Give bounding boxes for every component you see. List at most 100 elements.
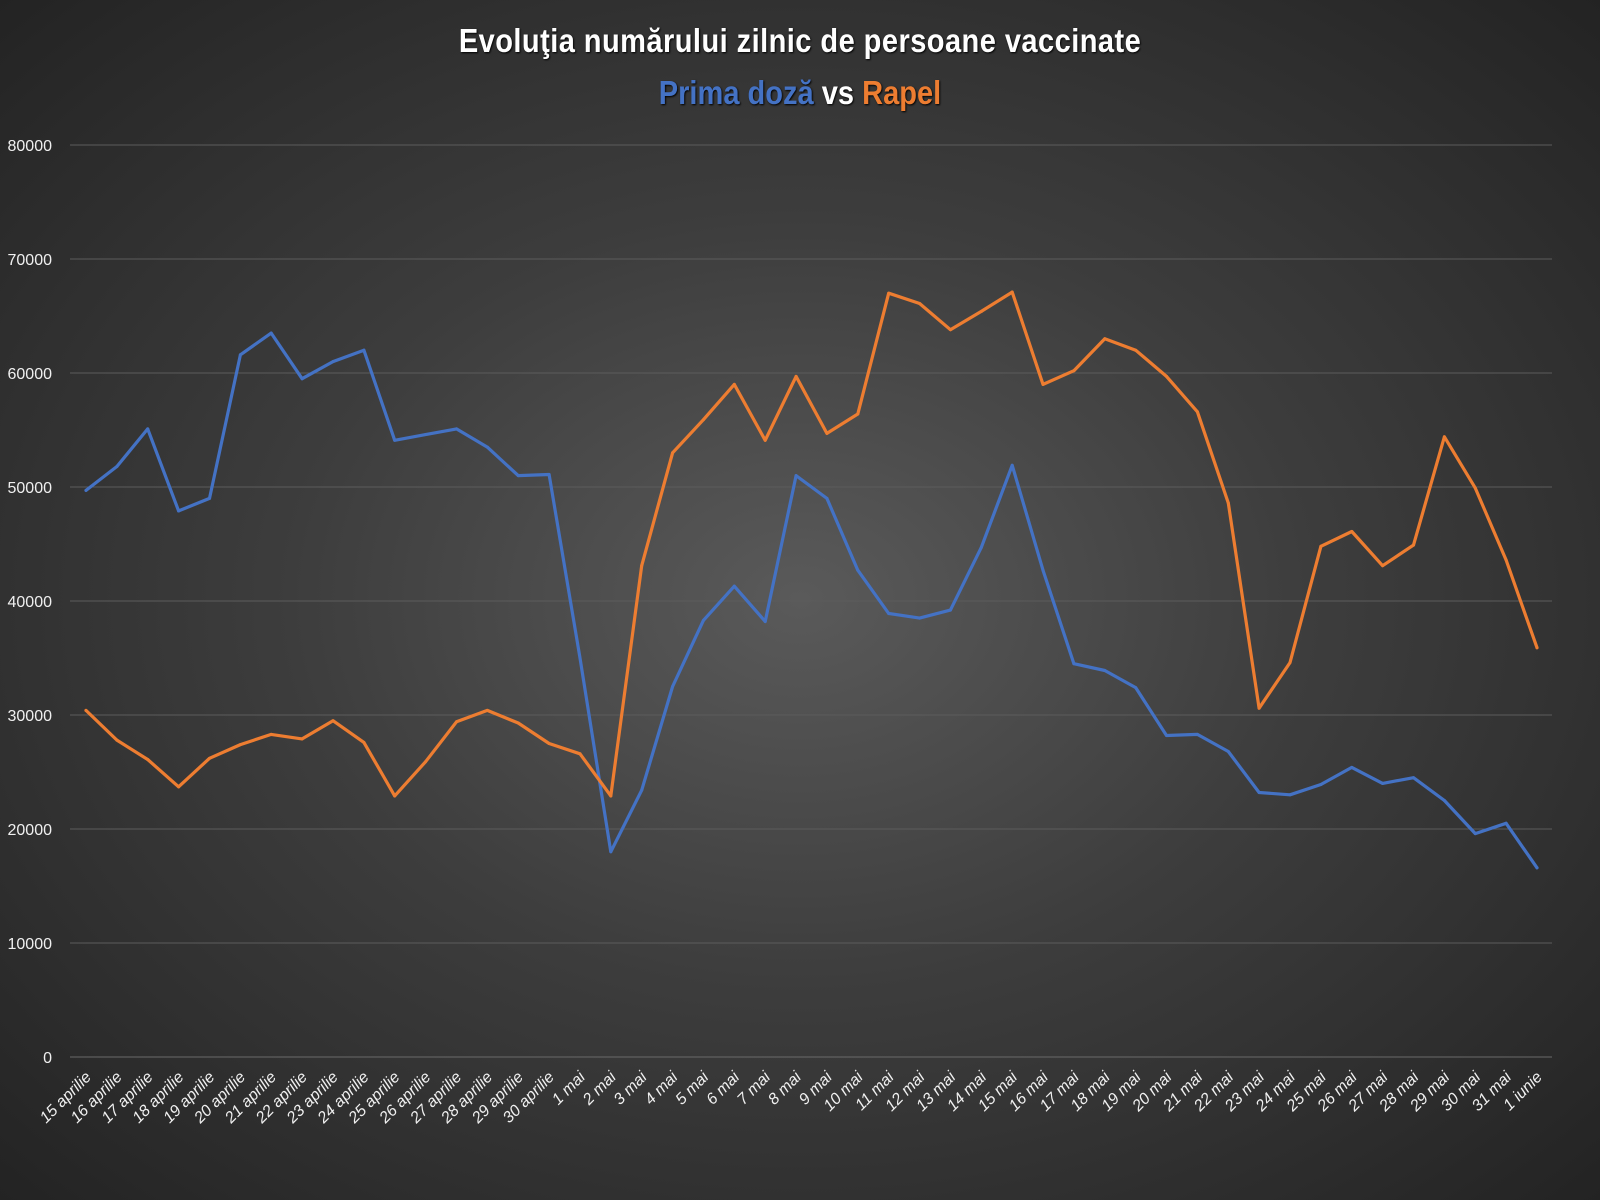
data-point [948, 608, 952, 612]
data-point [516, 474, 520, 478]
data-point [207, 756, 211, 760]
data-point [732, 382, 736, 386]
data-point [578, 656, 582, 660]
data-point [640, 788, 644, 792]
data-point [979, 545, 983, 549]
y-tick-label: 0 [43, 1050, 52, 1067]
data-point [1288, 661, 1292, 665]
data-point [115, 738, 119, 742]
data-point [1134, 348, 1138, 352]
data-point [1195, 732, 1199, 736]
data-point [393, 794, 397, 798]
data-point [1041, 568, 1045, 572]
y-tick-label: 60000 [8, 366, 53, 383]
data-point [300, 377, 304, 381]
subtitle-series-1: Prima doză [658, 74, 814, 111]
x-tick-label: 7 mai [734, 1068, 774, 1108]
data-point [1288, 793, 1292, 797]
data-point [1010, 290, 1014, 294]
data-point [238, 743, 242, 747]
data-point [1226, 749, 1230, 753]
data-point [269, 732, 273, 736]
data-point [1535, 866, 1539, 870]
data-point [146, 757, 150, 761]
data-point [1319, 783, 1323, 787]
data-point [671, 451, 675, 455]
y-tick-label: 10000 [8, 936, 53, 953]
data-point [1381, 564, 1385, 568]
data-point [701, 418, 705, 422]
data-point [825, 496, 829, 500]
y-tick-label: 30000 [8, 708, 53, 725]
data-point [362, 348, 366, 352]
x-tick-label: 6 mai [703, 1068, 743, 1108]
data-point [1412, 543, 1416, 547]
data-point [609, 794, 613, 798]
data-point [1165, 374, 1169, 378]
subtitle-vs: vs [813, 74, 863, 111]
data-point [300, 737, 304, 741]
data-point [671, 685, 675, 688]
data-point [1257, 706, 1261, 710]
data-point [1072, 662, 1076, 666]
y-tick-label: 20000 [8, 822, 53, 839]
y-tick-label: 80000 [8, 138, 53, 155]
data-point [732, 584, 736, 588]
data-point [640, 564, 644, 568]
y-tick-label: 70000 [8, 252, 53, 269]
subtitle-series-2: Rapel [862, 74, 942, 111]
data-point [794, 474, 798, 478]
data-point [393, 438, 397, 442]
data-point [856, 568, 860, 572]
data-point [1473, 832, 1477, 836]
data-point [1504, 558, 1508, 562]
data-point [485, 708, 489, 712]
data-point [1010, 463, 1014, 467]
x-tick-label: 5 mai [673, 1068, 713, 1108]
data-point [454, 427, 458, 431]
x-tick-label: 2 mai [579, 1068, 620, 1109]
y-tick-label: 40000 [8, 594, 53, 611]
data-point [1103, 337, 1107, 341]
x-tick-label: 1 mai [549, 1068, 589, 1108]
data-point [887, 291, 891, 295]
data-point [609, 850, 613, 854]
chart-subtitle: Prima doză vs Rapel [96, 74, 1504, 112]
data-point [1535, 646, 1539, 650]
data-point [1103, 669, 1107, 673]
data-point [1412, 776, 1416, 780]
data-point [547, 742, 551, 745]
data-point [1350, 529, 1354, 533]
data-point [763, 438, 767, 442]
data-point [1195, 410, 1199, 414]
data-point [1473, 486, 1477, 490]
data-point [701, 618, 705, 622]
data-point [84, 488, 88, 492]
data-point [918, 616, 922, 620]
data-point [763, 620, 767, 624]
data-point [207, 496, 211, 500]
chart-title: Evoluţia numărului zilnic de persoane va… [458, 22, 1142, 59]
data-point [424, 760, 428, 764]
data-point [424, 433, 428, 437]
data-point [1072, 369, 1076, 373]
data-point [825, 431, 829, 435]
x-tick-label: 3 mai [611, 1068, 651, 1108]
series-line-2 [84, 290, 1539, 798]
data-point [1442, 435, 1446, 439]
data-point [887, 612, 891, 616]
data-point [238, 353, 242, 357]
data-point [331, 360, 335, 364]
data-point [84, 708, 88, 712]
y-tick-label: 50000 [8, 480, 53, 497]
x-tick-label: 4 mai [642, 1068, 682, 1108]
data-point [1442, 799, 1446, 802]
data-point [1257, 791, 1261, 795]
data-point [547, 472, 551, 476]
data-point [516, 721, 520, 725]
data-point [115, 464, 119, 468]
data-point [146, 427, 150, 431]
data-point [177, 509, 181, 513]
data-point [1381, 781, 1385, 785]
